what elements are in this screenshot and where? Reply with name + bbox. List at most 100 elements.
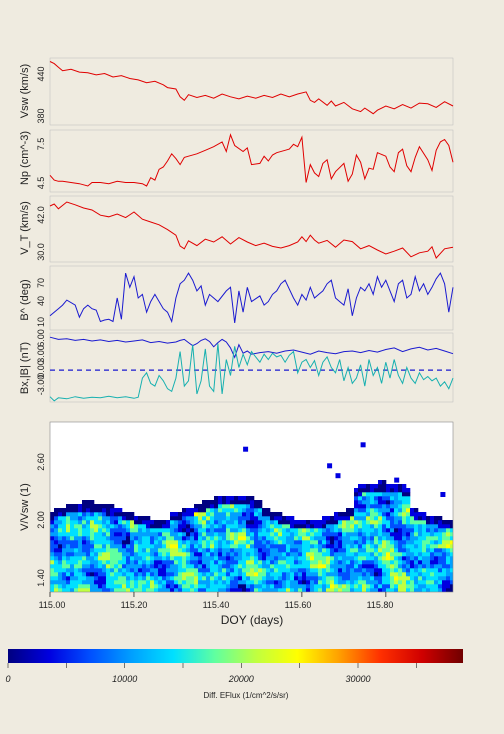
spectrogram-cell [94, 568, 98, 572]
spectrogram-cell [110, 568, 114, 572]
spectrogram-cell [246, 520, 250, 524]
spectrogram-cell [210, 588, 214, 592]
spectrogram-cell [422, 588, 426, 592]
spectrogram-cell [298, 584, 302, 588]
spectrogram-cell [434, 576, 438, 580]
spectrogram-cell [158, 584, 162, 588]
spectrogram-cell [430, 536, 434, 540]
spectrogram-cell [378, 488, 382, 492]
spectrogram-cell [98, 584, 102, 588]
spectrogram-cell [334, 576, 338, 580]
spectrogram-cell [294, 556, 298, 560]
spectrogram-cell [438, 564, 442, 568]
spectrogram-cell [114, 580, 118, 584]
spectrogram-cell [230, 556, 234, 560]
spectrogram-cell [210, 500, 214, 504]
spectrogram-cell [130, 548, 134, 552]
spectrogram-cell [278, 584, 282, 588]
spectrogram-cell [382, 540, 386, 544]
spectrogram-cell [146, 532, 150, 536]
spectrogram-cell [122, 560, 126, 564]
spectrogram-cell [362, 516, 366, 520]
spectrogram-cell [102, 528, 106, 532]
spectrogram-cell [342, 564, 346, 568]
spectrogram-cell [150, 552, 154, 556]
spectrogram-cell [382, 500, 386, 504]
spectrogram-cell [158, 540, 162, 544]
spectrogram-cell [382, 548, 386, 552]
spectrogram-cell [182, 560, 186, 564]
spectrogram-cell [262, 540, 266, 544]
spectrogram-cell [98, 532, 102, 536]
spectrogram-cell [290, 584, 294, 588]
spectrogram-cell [342, 556, 346, 560]
spectrogram-cell [418, 572, 422, 576]
spectrogram-cell [202, 576, 206, 580]
spectrogram-cell [218, 560, 222, 564]
spectrogram-cell [302, 588, 306, 592]
spectrogram-cell [238, 568, 242, 572]
spectrogram-cell [178, 516, 182, 520]
spectrogram-cell [342, 588, 346, 592]
spectrogram-cell [266, 588, 270, 592]
spectrogram-cell [222, 568, 226, 572]
spectrogram-cell [358, 580, 362, 584]
spectrogram-cell [262, 568, 266, 572]
spectrogram-cell [398, 572, 402, 576]
spectrogram-cell [402, 544, 406, 548]
spectrogram-cell [366, 512, 370, 516]
spectrogram-cell [214, 572, 218, 576]
spectrogram-cell [298, 576, 302, 580]
spectrogram-cell [422, 564, 426, 568]
spectrogram-cell [226, 524, 230, 528]
spectrogram-cell [246, 524, 250, 528]
spectrogram-cell [82, 560, 86, 564]
spectrogram-cell [450, 572, 454, 576]
spectrogram-cell [318, 536, 322, 540]
spectrogram-cell [114, 544, 118, 548]
spectrogram-cell [106, 532, 110, 536]
spectrogram-cell [74, 556, 78, 560]
spectrogram-cell [122, 580, 126, 584]
spectrogram-cell [206, 508, 210, 512]
spectrogram-cell [82, 580, 86, 584]
spectrogram-cell [130, 560, 134, 564]
spectrogram-cell [330, 560, 334, 564]
spectrogram-cell [422, 540, 426, 544]
spectrogram-cell [310, 576, 314, 580]
spectrogram-cell [234, 504, 238, 508]
spectrogram-cell [350, 532, 354, 536]
spectrogram-cell [358, 564, 362, 568]
spectrogram-cell [110, 580, 114, 584]
spectrogram-cell [422, 552, 426, 556]
spectrogram-cell [78, 512, 82, 516]
spectrogram-cell [114, 508, 118, 512]
spectrogram-cell [274, 588, 278, 592]
spectrogram-cell [354, 500, 358, 504]
spectrogram-cell [198, 524, 202, 528]
spectrogram-cell [90, 540, 94, 544]
spectrogram-cell [258, 580, 262, 584]
spectrogram-cell [74, 508, 78, 512]
spectrogram-cell [354, 564, 358, 568]
spectrogram-cell [166, 540, 170, 544]
spectrogram-cell [102, 504, 106, 508]
spectrogram-cell [394, 540, 398, 544]
spectrogram-cell [386, 496, 390, 500]
spectrogram-cell [394, 584, 398, 588]
spectrogram-cell [166, 552, 170, 556]
spectrogram-cell [262, 544, 266, 548]
spectrogram-cell [110, 524, 114, 528]
spectrogram-cell [310, 580, 314, 584]
spectrogram-cell [174, 552, 178, 556]
spectrogram-cell [426, 544, 430, 548]
spectrogram-cell [434, 568, 438, 572]
spectrogram-cell [262, 508, 266, 512]
spectrogram-cell [386, 520, 390, 524]
spectrogram-cell [430, 560, 434, 564]
spectrogram-cell [98, 560, 102, 564]
spectrogram-cell [50, 588, 54, 592]
spectrogram-cell [234, 532, 238, 536]
spectrogram-cell [294, 588, 298, 592]
spectrogram-cell [146, 516, 150, 520]
